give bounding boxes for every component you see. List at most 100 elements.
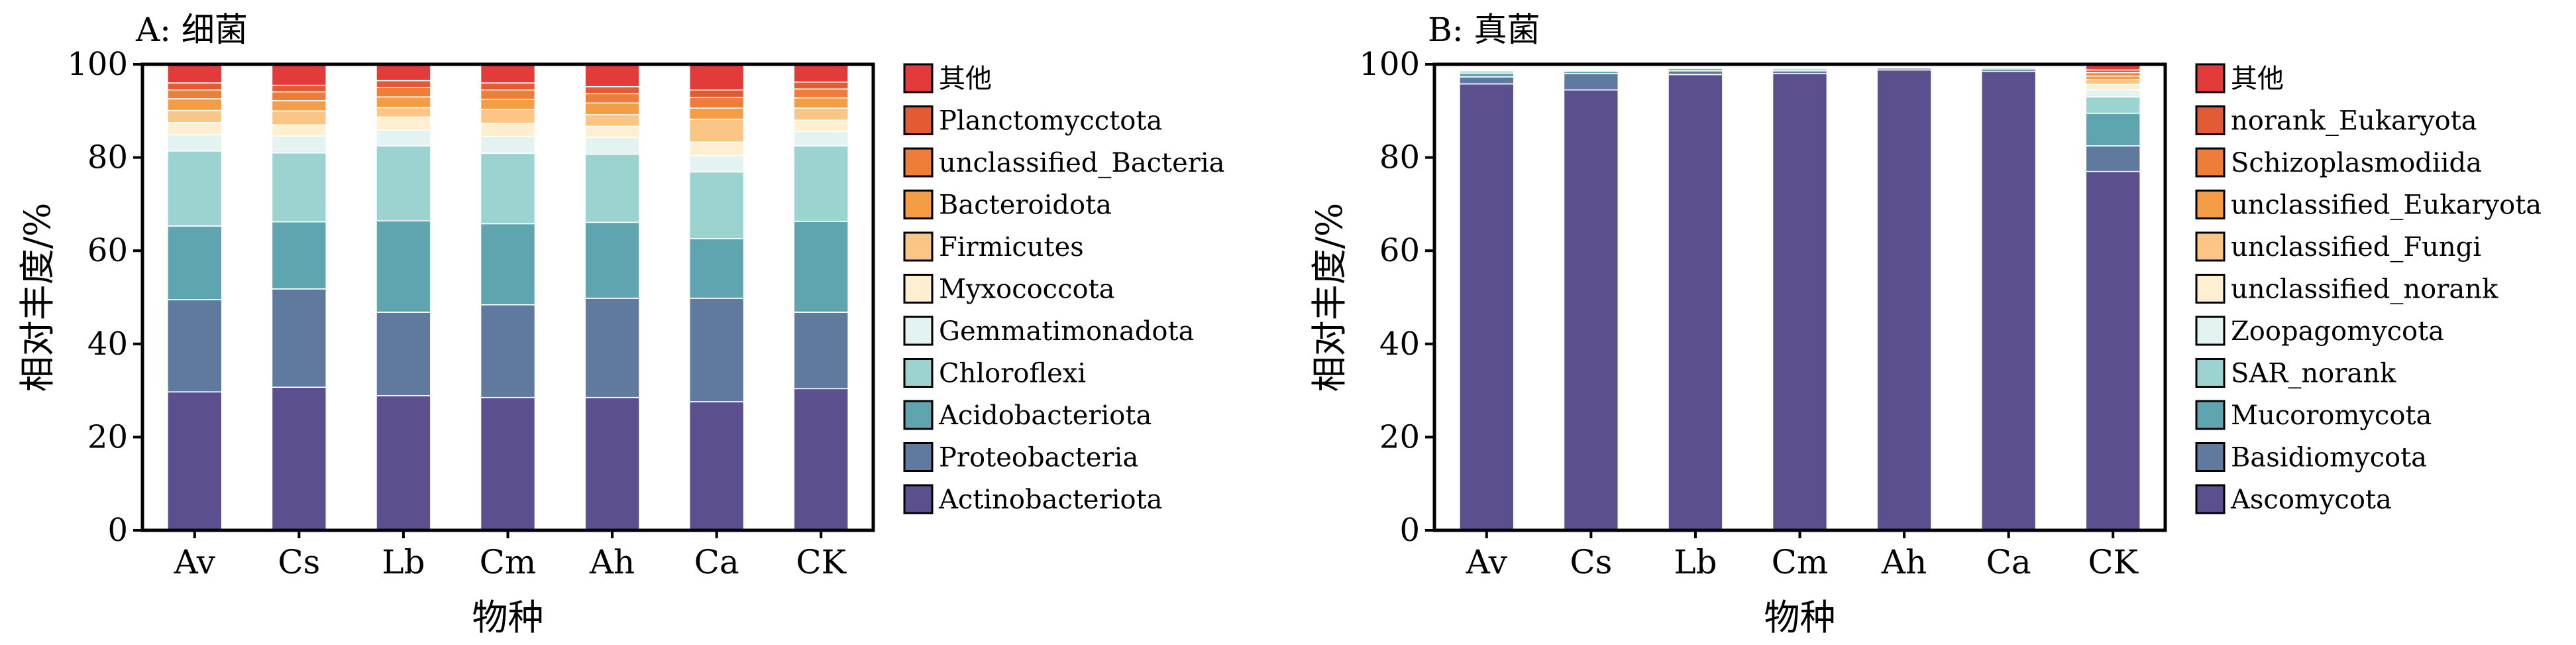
panel-a: A: 细菌 Av Cs Lb Cm Ah Ca CK 0 20 40 60 80 100 物种 相对丰度/% 其… bbox=[17, 11, 1225, 638]
bar-segment bbox=[480, 396, 536, 531]
y-tick-label: 100 bbox=[67, 46, 128, 83]
bar-segment bbox=[167, 225, 223, 300]
bar-segment bbox=[480, 98, 536, 110]
legend-swatch bbox=[2195, 316, 2226, 346]
legend-label: Basidiomycota bbox=[2231, 443, 2427, 473]
bar-segment bbox=[271, 91, 327, 101]
bar-segment bbox=[584, 86, 640, 95]
bar-segment bbox=[376, 107, 431, 118]
legend-label: 其他 bbox=[2231, 64, 2284, 94]
bar-segment bbox=[271, 110, 327, 126]
bar-segment bbox=[480, 109, 536, 125]
bar-segment bbox=[584, 221, 640, 299]
bar-segment bbox=[2085, 84, 2141, 91]
bar-segment bbox=[167, 299, 223, 393]
legend-swatch bbox=[2195, 484, 2226, 514]
plot-frame bbox=[1432, 62, 2167, 532]
bar-segment bbox=[271, 386, 327, 531]
legend-label: Myxococcota bbox=[939, 274, 1115, 305]
y-axis-label: 相对丰度/% bbox=[1309, 203, 1350, 392]
bar-segment bbox=[688, 64, 745, 91]
bar-segment bbox=[584, 125, 640, 139]
plot-frame bbox=[140, 62, 875, 532]
y-tick-label: 60 bbox=[87, 232, 128, 269]
bar-segment bbox=[688, 154, 745, 173]
y-tick-label: 0 bbox=[107, 512, 128, 549]
bar-segment bbox=[2085, 96, 2141, 114]
legend-label: unclassified_Fungi bbox=[2231, 232, 2481, 263]
bar-segment bbox=[1668, 70, 1723, 76]
bar-segment bbox=[376, 145, 431, 222]
legend-label: norank_Eukaryota bbox=[2231, 106, 2477, 137]
legend-swatch bbox=[903, 231, 934, 262]
bar-segment bbox=[688, 141, 745, 156]
bar-segment bbox=[2085, 89, 2141, 98]
legend-label: Ascomycota bbox=[2230, 485, 2392, 515]
bar-segment bbox=[2085, 170, 2141, 531]
x-tick-label: Ca bbox=[694, 543, 739, 581]
bar-segment bbox=[271, 84, 327, 93]
bar-segment bbox=[271, 135, 327, 154]
bar-segment bbox=[167, 134, 223, 152]
bars bbox=[1459, 64, 2141, 531]
legend-swatch bbox=[2195, 358, 2226, 388]
bar-segment bbox=[376, 64, 431, 82]
bar-segment bbox=[167, 109, 223, 123]
bar-segment bbox=[480, 89, 536, 100]
x-tick-label: Cm bbox=[1772, 543, 1829, 581]
bar-segment bbox=[1980, 70, 2037, 531]
bar-segment bbox=[688, 89, 745, 98]
legend: 其他 Planctomycctota unclassified_Bacteria Ba… bbox=[903, 63, 1225, 515]
bar-segment bbox=[376, 116, 431, 131]
bar-segment bbox=[688, 171, 745, 239]
bar-segment bbox=[688, 238, 745, 299]
panel-title: A: 细菌 bbox=[135, 11, 248, 49]
legend-label: Schizoplasmodiida bbox=[2231, 148, 2482, 178]
x-tick-label: Av bbox=[174, 543, 216, 581]
bar-segment bbox=[584, 114, 640, 127]
bar-segment bbox=[167, 89, 223, 99]
y-tick-label: 80 bbox=[1379, 139, 1420, 176]
bar-segment bbox=[480, 223, 536, 306]
legend-swatch bbox=[903, 63, 934, 93]
x-tick-label: Av bbox=[1466, 543, 1508, 581]
bar-segment bbox=[480, 64, 536, 84]
bar-segment bbox=[167, 64, 223, 84]
legend-swatch bbox=[903, 316, 934, 346]
x-tick-label: Ca bbox=[1986, 543, 2031, 581]
x-tick-label: Lb bbox=[1674, 543, 1717, 581]
bars bbox=[167, 64, 849, 531]
legend-swatch bbox=[2195, 442, 2226, 472]
legend-swatch bbox=[903, 484, 934, 514]
y-tick-label: 80 bbox=[87, 139, 128, 176]
bar-segment bbox=[688, 401, 745, 531]
bar-segment bbox=[480, 123, 536, 137]
legend-label: Gemmatimonadota bbox=[939, 316, 1194, 347]
bar-segment bbox=[793, 97, 849, 109]
panel-b: B: 真菌 Av Cs Lb Cm Ah Ca CK 0 20 40 60 80 100 物种 相对丰度/% 其… bbox=[1309, 11, 2542, 638]
bar-segment bbox=[167, 150, 223, 227]
bar-segment bbox=[2085, 113, 2141, 147]
legend-label: Firmicutes bbox=[939, 232, 1084, 263]
x-axis-label: 物种 bbox=[472, 597, 544, 638]
bar-segment bbox=[167, 82, 223, 91]
bar-segment bbox=[793, 221, 849, 313]
bar-segment bbox=[480, 152, 536, 225]
bar-segment bbox=[480, 82, 536, 91]
bar-segment bbox=[1459, 83, 1515, 531]
bar-segment bbox=[584, 396, 640, 531]
legend-swatch bbox=[2195, 231, 2226, 262]
bar-segment bbox=[793, 88, 849, 99]
legend-swatch bbox=[903, 105, 934, 135]
y-tick-label: 0 bbox=[1399, 512, 1420, 549]
y-tick-label: 100 bbox=[1359, 46, 1420, 83]
legend: 其他 norank_Eukaryota Schizoplasmodiida uncla… bbox=[2195, 63, 2542, 515]
bar-segment bbox=[793, 145, 849, 222]
bar-segment bbox=[793, 119, 849, 133]
bar-segment bbox=[271, 221, 327, 290]
y-tick-label: 60 bbox=[1379, 232, 1420, 269]
legend-swatch bbox=[903, 274, 934, 304]
bar-segment bbox=[1668, 74, 1723, 531]
legend-label: unclassified_Eukaryota bbox=[2231, 190, 2542, 221]
legend-swatch bbox=[903, 400, 934, 430]
